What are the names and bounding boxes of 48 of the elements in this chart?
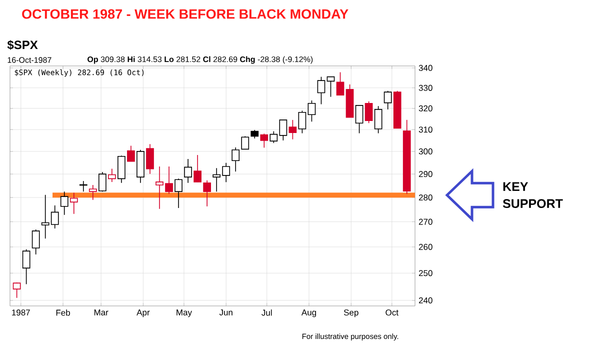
x-tick-label: Mar: [94, 309, 108, 316]
candlestick: [355, 105, 364, 134]
candlestick: [12, 282, 21, 298]
y-tick-label: 290: [418, 171, 432, 178]
y-tick-label: 310: [418, 126, 432, 133]
x-tick-label: Sep: [344, 309, 358, 318]
candlestick: [260, 133, 268, 148]
x-tick-label: Oct: [386, 309, 398, 316]
candlestick: [298, 110, 306, 134]
candlestick: [184, 158, 192, 184]
y-tick-label: 300: [418, 148, 432, 154]
text: KEY SUPPORT: [502, 182, 563, 208]
candlestick: [364, 100, 373, 124]
candlestick: [232, 147, 240, 172]
candlestick: [374, 106, 382, 134]
candlestick: [146, 144, 154, 174]
x-tick-label: May: [176, 309, 192, 318]
y-tick-label: 240: [418, 297, 432, 304]
x-tick-label: Jul: [262, 309, 272, 316]
candlestick: [384, 90, 392, 110]
candlestick: [317, 76, 326, 105]
candlestick: [32, 229, 40, 255]
x-tick-label: Jun: [219, 309, 232, 316]
y-tick-label: 260: [418, 244, 432, 250]
candlestick: [203, 180, 212, 207]
chart-subtitle: $SPX: [7, 40, 38, 50]
candlestick: [127, 145, 135, 162]
y-tick-label: 270: [418, 218, 432, 225]
candlestick: [241, 136, 250, 150]
x-tick-label: Apr: [136, 309, 150, 318]
x-tick-label: Feb: [56, 309, 70, 316]
candlestick: [288, 120, 297, 140]
y-tick-label: 280: [418, 194, 432, 200]
y-tick-label: 330: [418, 84, 432, 91]
y-tick-label: 320: [418, 105, 432, 112]
candlestick: [336, 72, 344, 96]
x-tick-label: 1987: [12, 309, 30, 316]
chart-title: OCTOBER 1987 - WEEK BEFORE BLACK MONDAY: [22, 9, 348, 19]
text: Op 309.38 Hi 314.53 Lo 281.52 Cl 282.69 Chg -28.38 (-9.12%): [88, 56, 313, 64]
candlestick: [308, 100, 316, 122]
y-tick-label: 250: [418, 270, 432, 276]
candlestick: [174, 178, 182, 208]
text: 16-Oct-1987: [8, 57, 52, 63]
candlestick: [326, 76, 335, 98]
x-tick-label: Aug: [301, 309, 316, 318]
candlestick: [22, 248, 30, 285]
y-tick-label: 340: [418, 64, 432, 71]
candlestick: [194, 154, 202, 183]
